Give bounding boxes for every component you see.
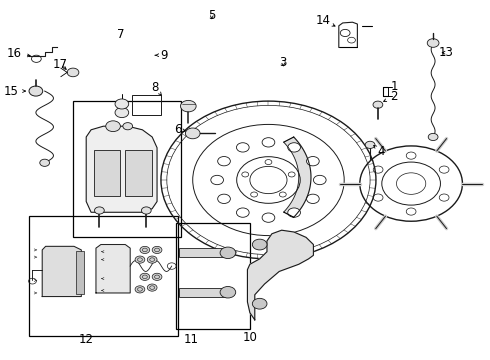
Circle shape	[237, 143, 249, 152]
Circle shape	[237, 208, 249, 217]
Text: 16: 16	[7, 47, 30, 60]
Text: 5: 5	[208, 9, 216, 22]
Circle shape	[428, 134, 438, 140]
Circle shape	[288, 143, 300, 152]
Circle shape	[262, 138, 275, 147]
Text: 7: 7	[117, 28, 124, 41]
Circle shape	[152, 273, 162, 280]
Polygon shape	[284, 137, 311, 217]
Text: 13: 13	[439, 46, 454, 59]
Text: 1: 1	[390, 80, 398, 93]
Circle shape	[252, 239, 267, 250]
Text: 17: 17	[53, 58, 68, 71]
Circle shape	[106, 121, 121, 132]
Circle shape	[67, 68, 79, 77]
Bar	[179, 288, 228, 297]
Circle shape	[142, 207, 151, 214]
Bar	[29, 216, 177, 336]
Text: 8: 8	[151, 81, 162, 95]
Text: 6: 6	[174, 122, 185, 136]
Bar	[132, 95, 161, 116]
Polygon shape	[42, 246, 81, 297]
Polygon shape	[86, 126, 157, 212]
Text: 11: 11	[184, 333, 199, 346]
Text: 12: 12	[79, 333, 94, 346]
Bar	[73, 101, 180, 237]
Text: 10: 10	[243, 331, 257, 344]
Text: 14: 14	[316, 14, 335, 27]
Circle shape	[218, 194, 230, 203]
Text: 15: 15	[4, 85, 25, 98]
Polygon shape	[247, 230, 314, 320]
Circle shape	[40, 159, 49, 166]
Circle shape	[140, 246, 150, 253]
Circle shape	[218, 157, 230, 166]
Text: 3: 3	[279, 56, 287, 69]
Circle shape	[115, 99, 129, 109]
Circle shape	[185, 128, 200, 139]
Circle shape	[427, 39, 439, 47]
Bar	[179, 248, 228, 257]
Circle shape	[365, 141, 375, 148]
Circle shape	[307, 157, 319, 166]
Circle shape	[314, 175, 326, 185]
Circle shape	[135, 256, 145, 263]
Circle shape	[123, 123, 133, 130]
Circle shape	[135, 286, 145, 293]
Circle shape	[147, 256, 157, 263]
Polygon shape	[96, 244, 130, 293]
Circle shape	[220, 247, 236, 258]
Circle shape	[307, 194, 319, 203]
Circle shape	[147, 284, 157, 291]
Circle shape	[220, 287, 236, 298]
Bar	[76, 251, 84, 294]
Circle shape	[152, 246, 162, 253]
Bar	[175, 223, 250, 329]
Text: 4: 4	[374, 145, 385, 158]
Circle shape	[180, 100, 196, 112]
Text: 2: 2	[384, 90, 398, 103]
Circle shape	[288, 208, 300, 217]
Circle shape	[262, 213, 275, 222]
Bar	[94, 149, 121, 196]
Text: 9: 9	[155, 49, 168, 62]
Circle shape	[140, 273, 150, 280]
Circle shape	[373, 101, 383, 108]
Circle shape	[95, 207, 104, 214]
Circle shape	[115, 108, 129, 118]
Circle shape	[211, 175, 223, 185]
Bar	[125, 149, 152, 196]
Circle shape	[252, 298, 267, 309]
Circle shape	[29, 86, 43, 96]
